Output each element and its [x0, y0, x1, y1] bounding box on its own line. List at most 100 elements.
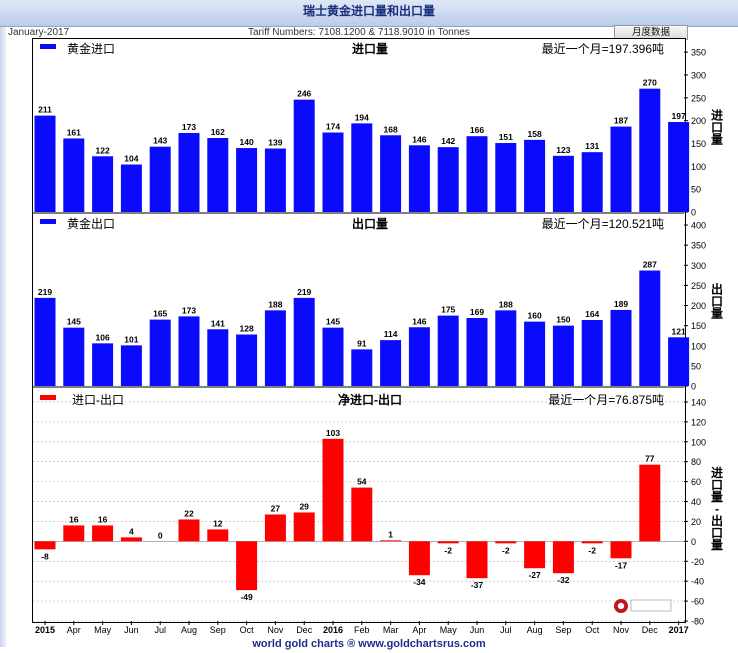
x-tick-label: Nov	[267, 625, 284, 635]
y-tick-label: 0	[691, 208, 696, 218]
data-label: 173	[182, 305, 196, 315]
data-label: 29	[299, 501, 309, 511]
y-axis-title-char: 进	[711, 465, 723, 480]
x-tick-label: May	[94, 625, 112, 635]
panel-title: 出口量	[352, 216, 388, 231]
bar	[639, 270, 661, 386]
x-tick-label: 2017	[669, 625, 689, 635]
x-tick-label: May	[440, 625, 458, 635]
y-axis-title-char: 口	[711, 478, 723, 492]
bar	[408, 541, 430, 576]
tariff-label: Tariff Numbers: 7108.1200 & 7118.9010 in…	[248, 27, 470, 38]
y-tick-label: 400	[691, 221, 706, 231]
latest-value: 最近一个月=120.521吨	[542, 217, 664, 231]
data-label: 22	[184, 508, 194, 518]
bar	[63, 327, 85, 386]
latest-value: 最近一个月=76.875吨	[548, 393, 664, 407]
data-label: 123	[556, 145, 570, 155]
data-label: -2	[502, 545, 510, 555]
y-axis-title-char: 量	[711, 133, 723, 147]
bar	[524, 541, 546, 569]
data-label: 4	[129, 526, 134, 536]
data-label: 143	[153, 136, 167, 146]
y-tick-label: 0	[691, 537, 696, 547]
x-tick-label: Sep	[555, 625, 571, 635]
data-label: 146	[412, 134, 426, 144]
bar	[639, 464, 661, 542]
y-axis-title-char: 量	[711, 490, 723, 504]
bar	[207, 138, 229, 212]
y-tick-label: 0	[691, 382, 696, 392]
y-axis-title-char: 口	[711, 295, 723, 309]
data-label: -2	[588, 545, 596, 555]
y-tick-label: 350	[691, 48, 706, 58]
x-tick-label: Nov	[613, 625, 630, 635]
bar	[34, 297, 56, 386]
data-label: 246	[297, 89, 311, 99]
data-label: 139	[268, 138, 282, 148]
data-label: 211	[38, 105, 52, 115]
data-label: 114	[384, 329, 398, 339]
x-tick-label: Apr	[412, 625, 426, 635]
x-tick-label: Sep	[210, 625, 226, 635]
bar	[149, 319, 171, 386]
x-tick-label: Jun	[124, 625, 139, 635]
y-tick-label: 150	[691, 139, 706, 149]
bar	[149, 146, 171, 212]
bar	[581, 320, 603, 386]
bar	[408, 327, 430, 386]
bar	[178, 519, 200, 542]
y-tick-label: -60	[691, 597, 704, 607]
y-tick-label: 150	[691, 321, 706, 331]
x-tick-label: Oct	[240, 625, 255, 635]
legend-label: 黄金出口	[67, 216, 115, 231]
date-label: January-2017	[8, 27, 70, 38]
bar	[524, 139, 546, 212]
data-label: 188	[499, 299, 513, 309]
x-tick-label: 2015	[35, 625, 55, 635]
bar	[466, 541, 488, 579]
data-label: 173	[182, 122, 196, 132]
bar	[120, 164, 142, 212]
data-label: 128	[240, 323, 254, 333]
data-label: 12	[213, 518, 223, 528]
bar	[552, 325, 574, 386]
data-label: -27	[528, 570, 541, 580]
legend-label: 黄金进口	[67, 41, 115, 56]
bar	[178, 316, 200, 386]
bar	[668, 122, 690, 212]
data-label: -2	[444, 545, 452, 555]
data-label: 121	[672, 326, 686, 336]
data-label: 131	[585, 141, 599, 151]
x-tick-label: Apr	[67, 625, 81, 635]
bar	[293, 99, 315, 212]
data-label: 197	[672, 111, 686, 121]
data-label: 151	[499, 132, 513, 142]
bar	[552, 155, 574, 212]
bar	[264, 148, 286, 212]
bar	[322, 438, 344, 542]
bar	[293, 297, 315, 386]
bar	[351, 123, 373, 212]
bar	[351, 349, 373, 386]
data-label: 287	[643, 260, 657, 270]
data-label: -8	[41, 551, 49, 561]
y-axis-title-char: 出	[711, 282, 723, 297]
x-tick-label: Dec	[642, 625, 659, 635]
y-tick-label: 40	[691, 497, 701, 507]
y-tick-label: 200	[691, 116, 706, 126]
data-label: 169	[470, 307, 484, 317]
data-label: -34	[413, 577, 426, 587]
data-label: 158	[528, 129, 542, 139]
bar	[63, 138, 85, 212]
bar	[495, 310, 517, 386]
bar	[610, 309, 632, 386]
logo-box	[630, 599, 672, 612]
bar	[437, 541, 459, 544]
bar	[437, 315, 459, 386]
y-tick-label: -20	[691, 557, 704, 567]
bar	[552, 541, 574, 574]
bar	[524, 321, 546, 386]
y-tick-label: 100	[691, 341, 706, 351]
